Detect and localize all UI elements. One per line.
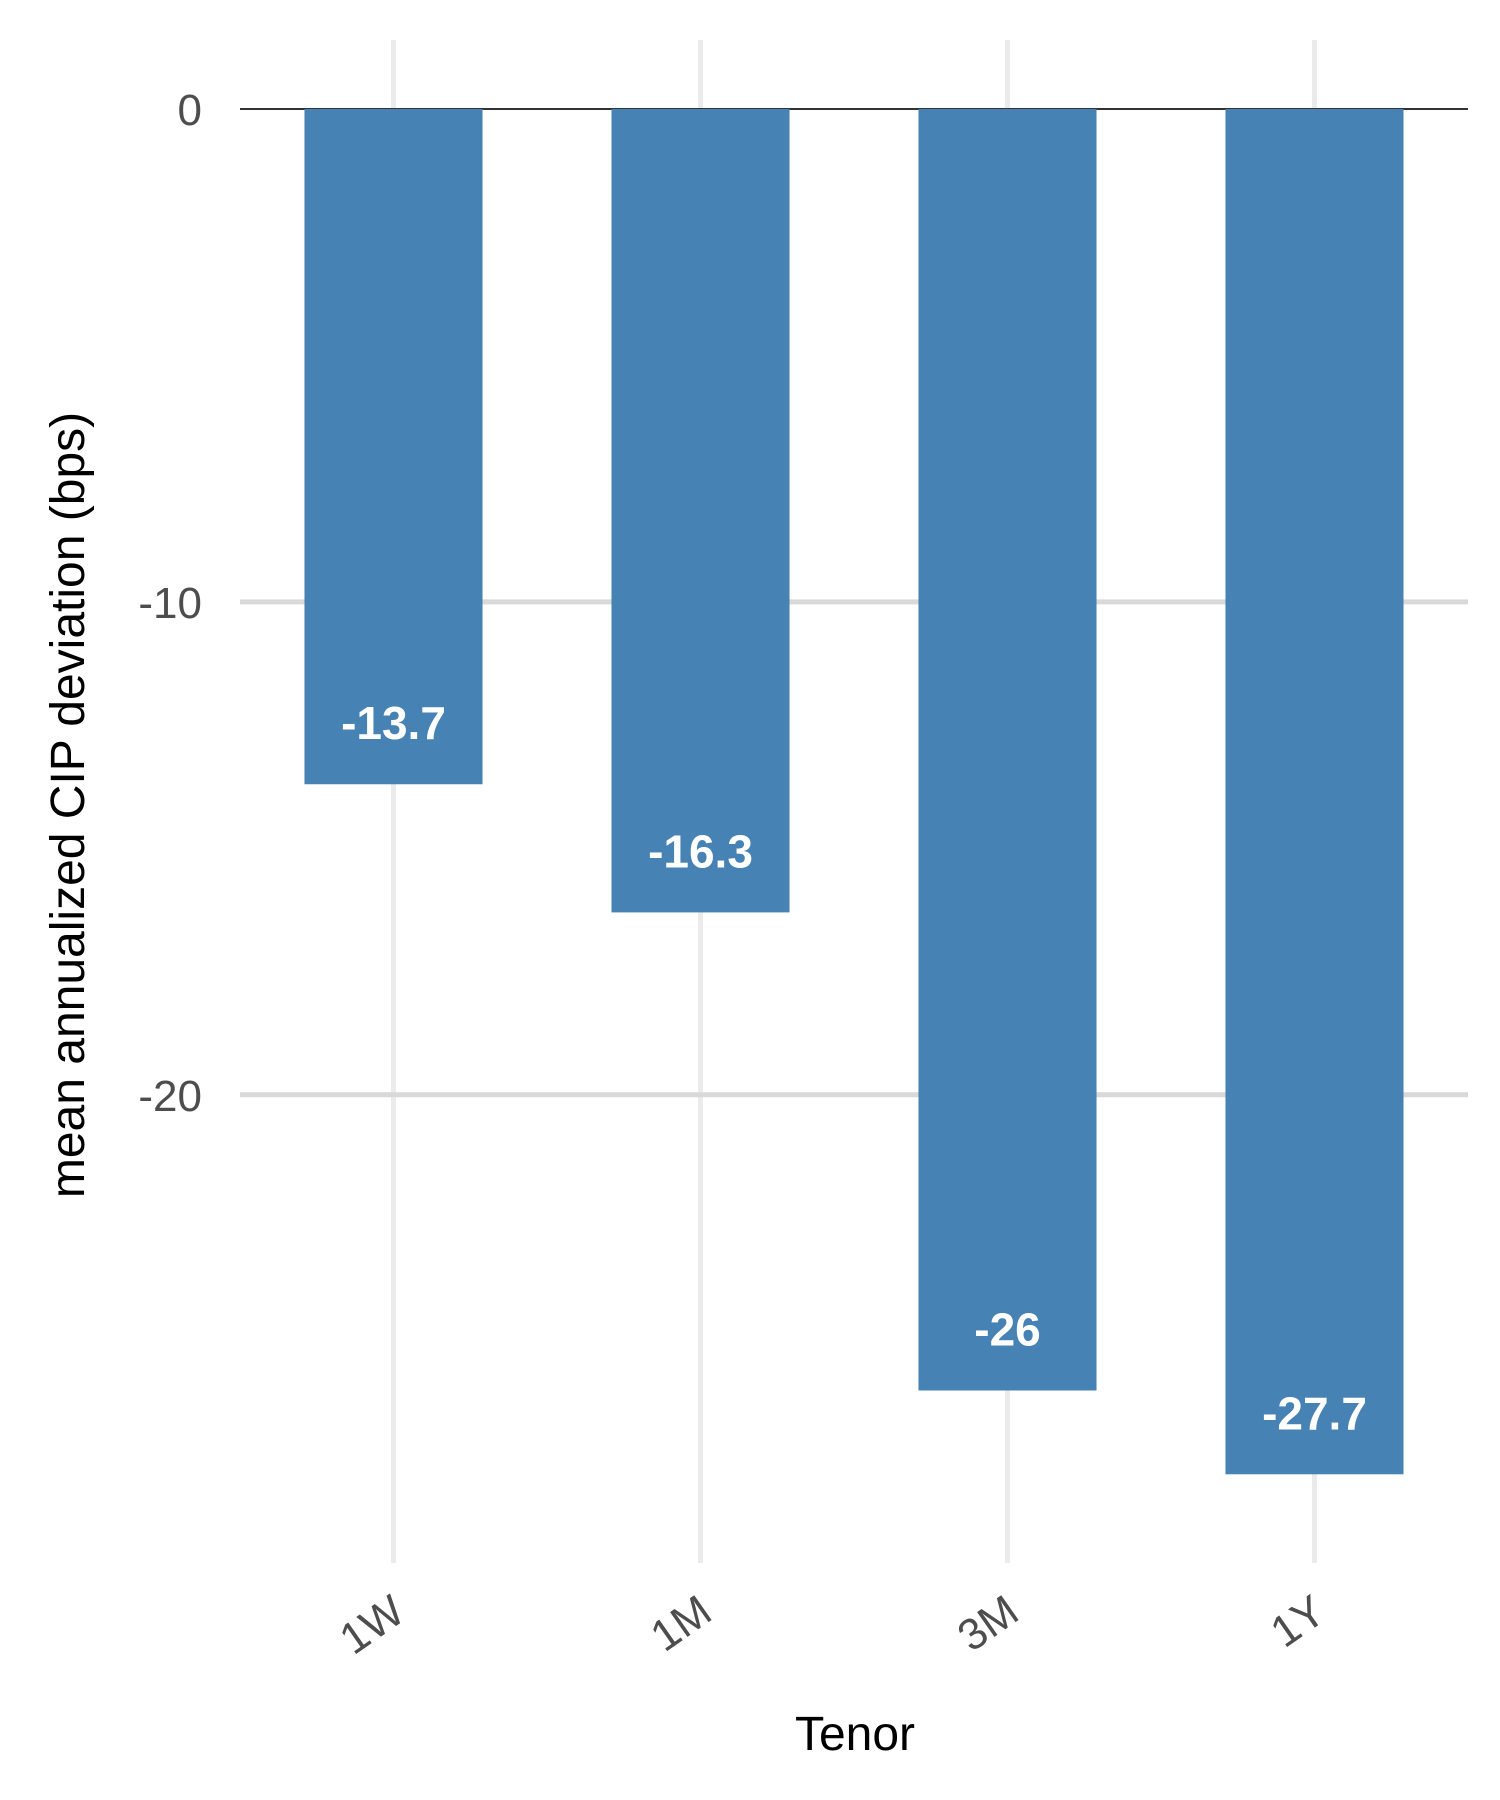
y-tick-label: -20 <box>138 1072 202 1121</box>
y-tick-label: 0 <box>178 86 202 135</box>
data-labels-layer: -13.7 -16.3 -26 -27.7 <box>341 697 1367 1439</box>
bars-layer <box>304 109 1404 1475</box>
x-axis-tick-labels: 1W 1M 3M 1Y <box>331 1586 1334 1664</box>
x-tick-label: 1W <box>331 1586 414 1664</box>
y-axis-title: mean annualized CIP deviation (bps) <box>42 412 95 1198</box>
y-tick-label: -10 <box>138 579 202 628</box>
bar <box>304 109 483 785</box>
bar-value-label: -16.3 <box>648 825 753 877</box>
bar-value-label: -27.7 <box>1262 1387 1367 1439</box>
bar <box>611 109 790 913</box>
y-axis-tick-labels: 0 -10 -20 <box>138 86 202 1121</box>
x-tick-label: 1Y <box>1262 1586 1334 1657</box>
bar <box>918 109 1097 1391</box>
bar-value-label: -26 <box>974 1303 1040 1355</box>
x-axis-title: Tenor <box>795 1708 915 1761</box>
bar <box>1225 109 1404 1475</box>
bar-value-label: -13.7 <box>341 697 446 749</box>
x-tick-label: 1M <box>642 1586 720 1661</box>
x-tick-label: 3M <box>949 1586 1027 1661</box>
